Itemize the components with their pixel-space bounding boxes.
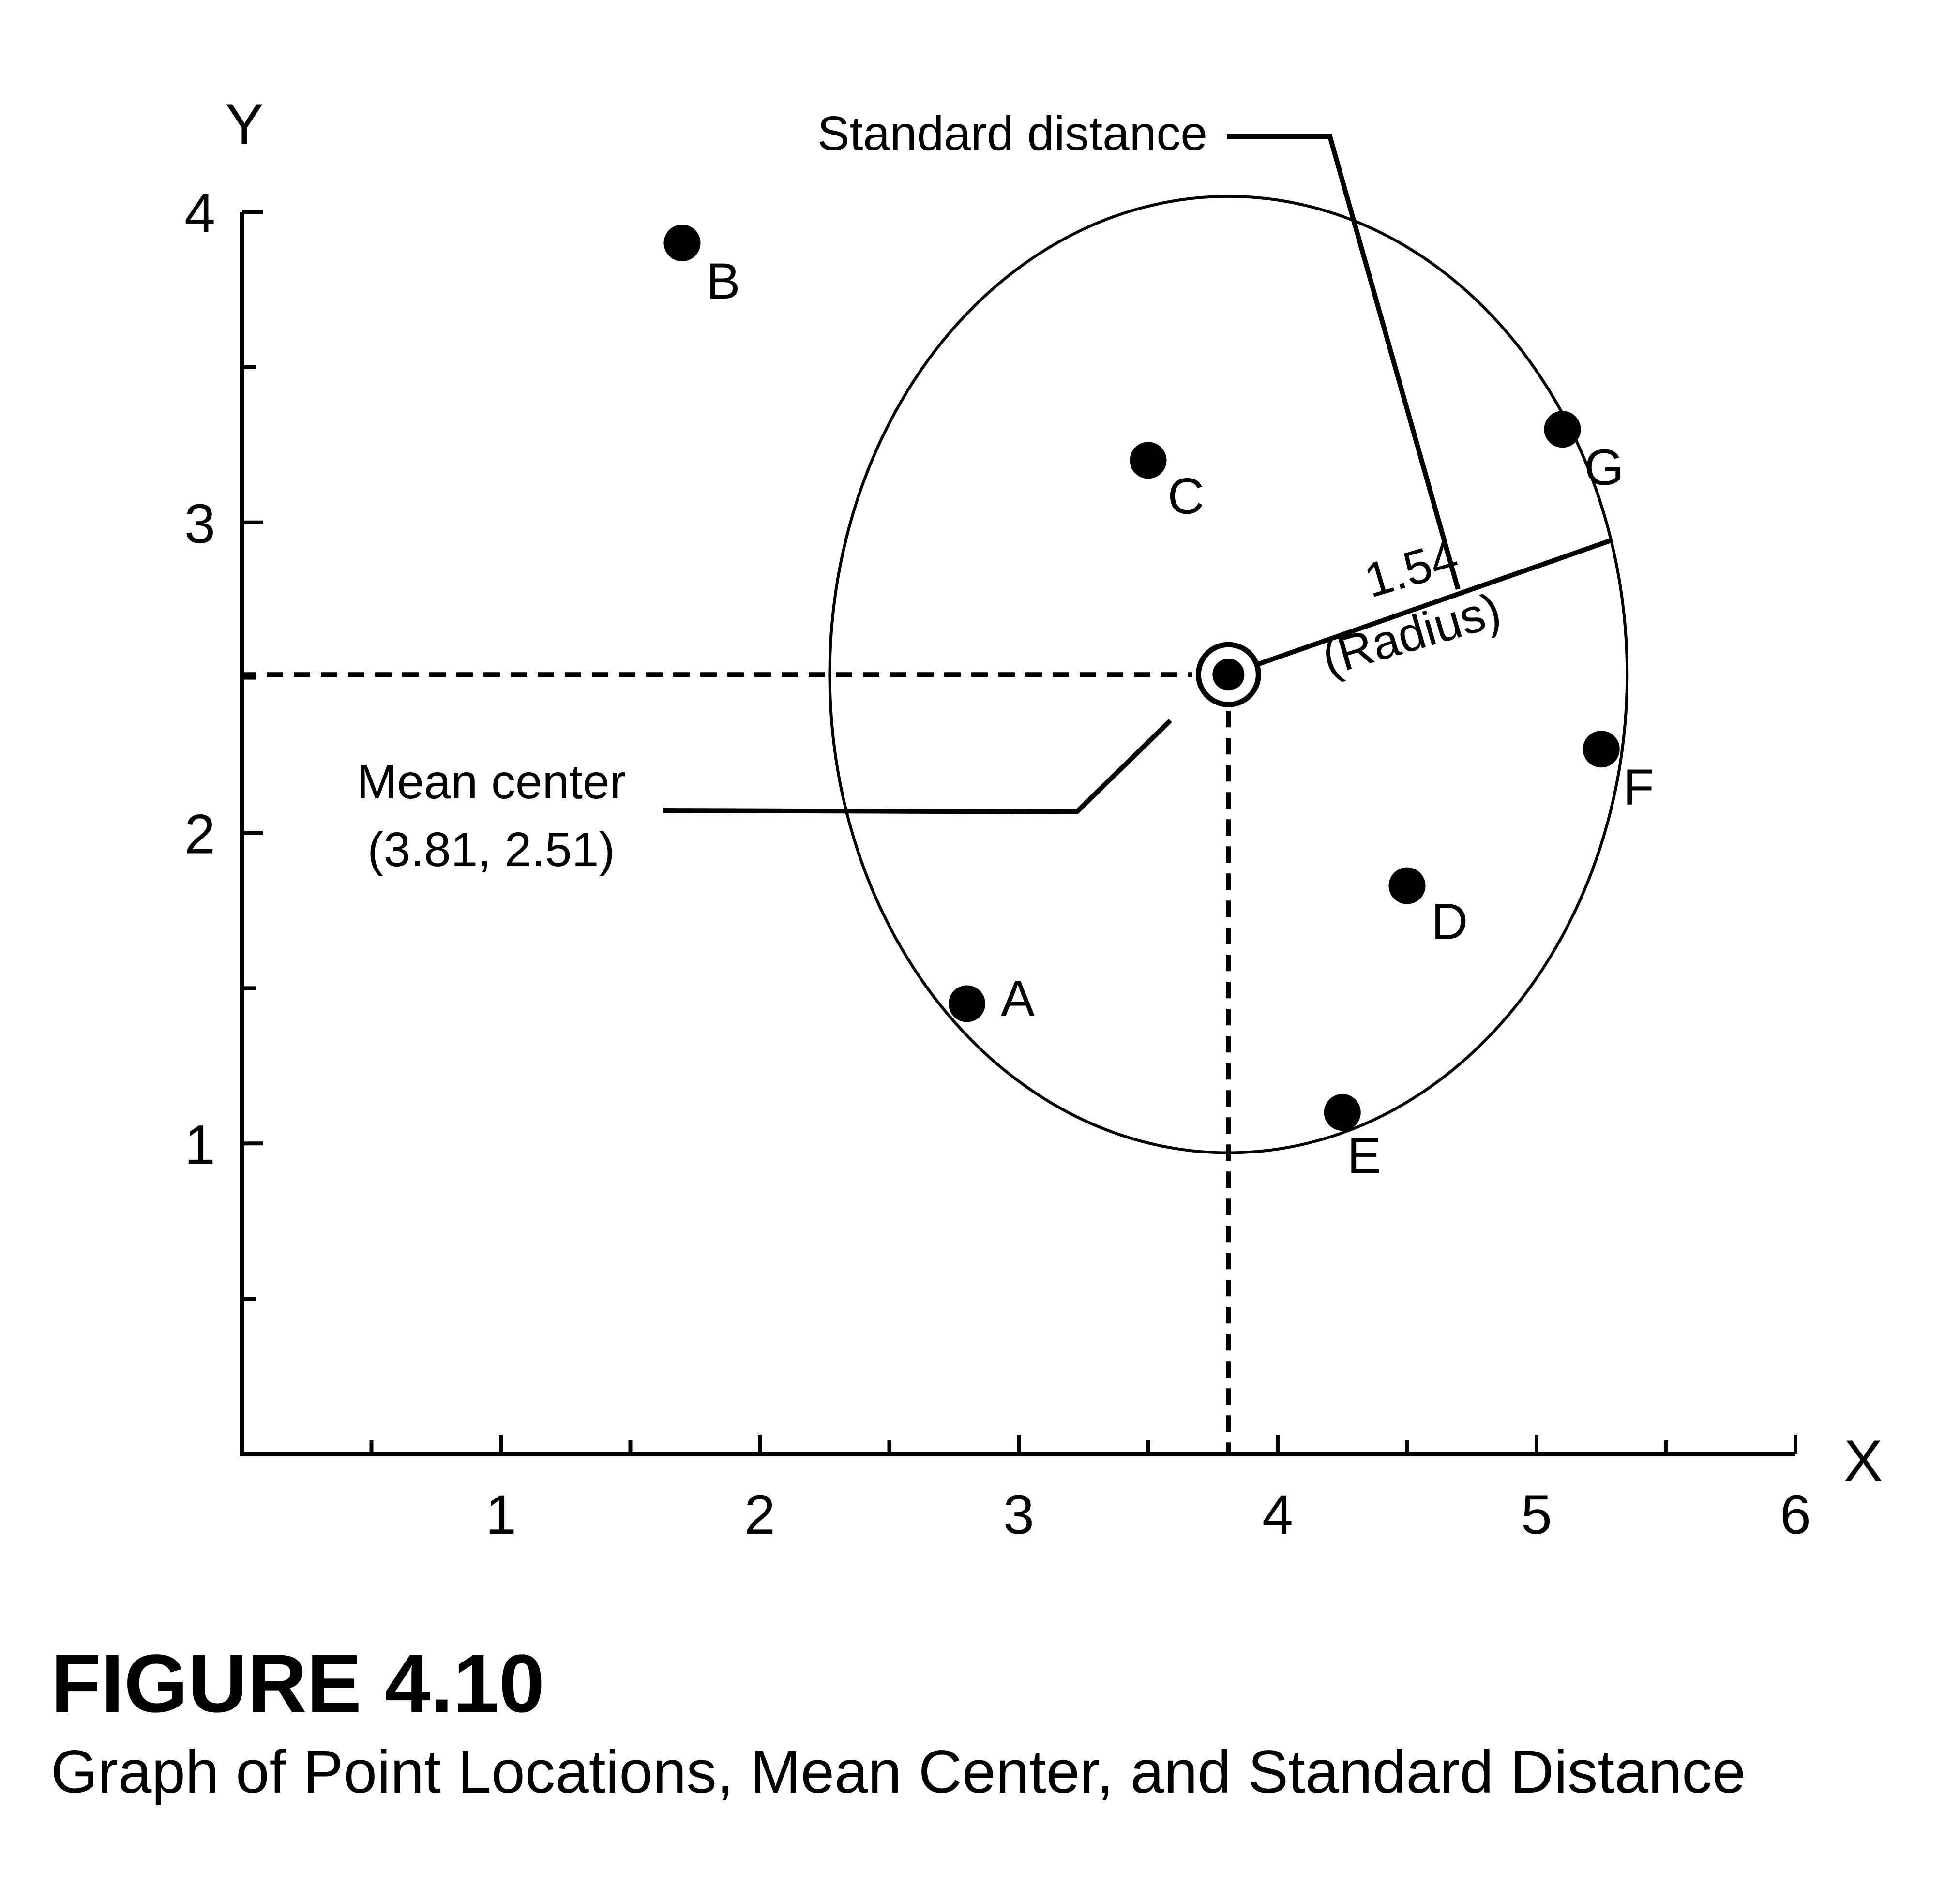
y-tick-label: 3 (184, 493, 215, 555)
figure-caption: Graph of Point Locations, Mean Center, a… (51, 1738, 1746, 1806)
data-point-g (1544, 411, 1581, 448)
x-tick-label: 2 (744, 1484, 775, 1546)
data-point-b (663, 225, 701, 262)
data-point-label-g: G (1584, 439, 1624, 496)
x-axis-ticks (369, 1435, 1797, 1454)
data-points: A B C D E F G (663, 225, 1654, 1184)
data-point-label-c: C (1168, 468, 1205, 524)
data-point-label-b: B (707, 253, 740, 310)
mean-center-label: Mean center (357, 755, 626, 809)
x-tick-label: 5 (1521, 1484, 1552, 1546)
data-point-label-f: F (1623, 759, 1654, 816)
standard-distance-label: Standard distance (817, 106, 1207, 161)
x-tick-label: 3 (1003, 1484, 1034, 1546)
y-axis-ticks (242, 210, 263, 1301)
radius-line (1227, 538, 1612, 677)
data-point-f (1583, 731, 1620, 768)
x-axis-label: X (1844, 1428, 1883, 1493)
mean-center-leader-arrow (663, 719, 1172, 815)
x-tick-label: 4 (1262, 1484, 1293, 1546)
data-point-c (1130, 442, 1167, 479)
x-tick-label: 1 (485, 1484, 516, 1546)
data-point-label-a: A (1001, 970, 1035, 1027)
y-tick-label: 4 (184, 182, 215, 244)
radius-word-label: (Radius) (1316, 583, 1507, 686)
y-axis-label: Y (225, 92, 264, 157)
figure-number: FIGURE 4.10 (51, 1638, 545, 1730)
mean-center-coords-label: (3.81, 2.51) (367, 823, 615, 877)
x-axis-tick-labels: 1 2 3 4 5 6 (485, 1484, 1811, 1546)
data-point-e (1324, 1094, 1361, 1131)
standard-distance-leader-arrow (1227, 134, 1461, 590)
data-point-a (949, 985, 985, 1022)
mean-center-marker (1212, 659, 1245, 691)
data-point-d (1388, 867, 1426, 904)
data-point-label-d: D (1432, 894, 1468, 950)
x-tick-label: 6 (1780, 1484, 1811, 1546)
y-tick-label: 2 (184, 804, 215, 866)
y-axis-tick-labels: 1 2 3 4 (184, 182, 215, 1176)
y-tick-label: 1 (184, 1114, 215, 1176)
data-point-label-e: E (1347, 1127, 1381, 1184)
